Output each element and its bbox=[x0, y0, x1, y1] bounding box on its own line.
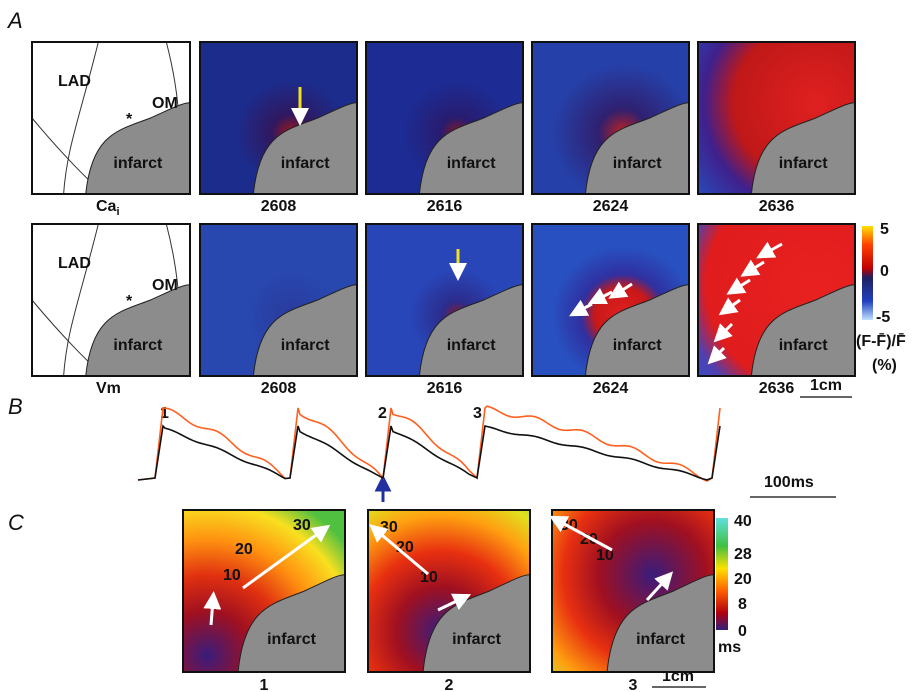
beat-label: 3 bbox=[473, 405, 482, 422]
colorbar-tick: 40 bbox=[734, 513, 752, 530]
panel-label: B bbox=[8, 394, 23, 419]
colorbar-label: (F-F̄)/F̄ bbox=[856, 331, 906, 350]
isochrone-map: infarct 10 20 30 bbox=[183, 510, 345, 672]
isochrone-label: 10 bbox=[420, 569, 438, 586]
time-label: 2636 bbox=[759, 198, 795, 215]
beat-label: 2 bbox=[378, 405, 387, 422]
scale-label: 1cm bbox=[810, 377, 842, 394]
time-label: 2616 bbox=[427, 198, 463, 215]
time-label: 2616 bbox=[427, 380, 463, 397]
map-frame: infarct bbox=[698, 42, 855, 194]
colorbar-tick: 0 bbox=[738, 623, 747, 640]
propagation-arrow bbox=[211, 600, 213, 625]
isochrone-label: 30 bbox=[293, 517, 311, 534]
beat-arrow bbox=[377, 478, 389, 502]
time-label: 2636 bbox=[759, 380, 795, 397]
colorbar-tick: 28 bbox=[734, 546, 752, 563]
map-frame: infarct bbox=[200, 42, 357, 194]
colorbar-unit: (%) bbox=[872, 357, 897, 374]
isochrone-label: 20 bbox=[235, 541, 253, 558]
colorbar-unit: ms bbox=[718, 639, 741, 656]
time-label: 2608 bbox=[261, 380, 297, 397]
colorbar-tick: 8 bbox=[738, 596, 747, 613]
map-frame: infarct bbox=[532, 224, 689, 376]
caption: 3 bbox=[629, 677, 638, 692]
trace bbox=[138, 426, 720, 480]
colorbar-tick: 5 bbox=[880, 221, 889, 238]
site-marker: * bbox=[126, 111, 133, 128]
infarct-label: infarct bbox=[779, 337, 829, 354]
panel-label: C bbox=[8, 510, 24, 535]
time-label: 2624 bbox=[593, 198, 629, 215]
infarct-label: infarct bbox=[113, 337, 163, 354]
infarct-label: infarct bbox=[281, 155, 331, 172]
infarct-label: infarct bbox=[613, 337, 663, 354]
colorbar-tick: 20 bbox=[734, 571, 752, 588]
map-frame: infarct bbox=[366, 42, 523, 194]
colorbar bbox=[716, 518, 728, 630]
isochrone-label: 30 bbox=[380, 519, 398, 536]
infarct-label: infarct bbox=[452, 631, 502, 648]
infarct-label: infarct bbox=[113, 155, 163, 172]
caption: 1 bbox=[260, 677, 269, 692]
caption: Vm bbox=[96, 380, 121, 397]
infarct-label: infarct bbox=[281, 337, 331, 354]
caption-subscript: i bbox=[116, 206, 119, 218]
colorbar-tick: -5 bbox=[876, 309, 890, 326]
infarct-label: infarct bbox=[447, 155, 497, 172]
map-frame: infarct bbox=[366, 224, 523, 376]
vessel-label: LAD bbox=[58, 255, 91, 272]
scale-label: 100ms bbox=[764, 474, 814, 491]
map-frame: infarct bbox=[532, 42, 689, 194]
figure: A B C 5 0 -5 (F-F̄)/F̄ (%) 1cm 100ms 1 2… bbox=[0, 0, 920, 692]
time-label: 2624 bbox=[593, 380, 629, 397]
vessel-label: LAD bbox=[58, 73, 91, 90]
infarct-label: infarct bbox=[613, 155, 663, 172]
vessel-label: OM bbox=[152, 277, 178, 294]
caption: Cai bbox=[96, 198, 120, 218]
colorbar-tick: 0 bbox=[880, 263, 889, 280]
site-marker: * bbox=[126, 293, 133, 310]
isochrone-label: 10 bbox=[223, 567, 241, 584]
colorbar bbox=[862, 226, 873, 320]
trace bbox=[138, 406, 720, 481]
schematic: infarct LAD OM * bbox=[32, 42, 190, 194]
map-frame: infarct bbox=[200, 224, 357, 376]
panel-label: A bbox=[6, 8, 23, 33]
schematic: infarct LAD OM * bbox=[32, 224, 190, 376]
infarct-label: infarct bbox=[636, 631, 686, 648]
time-label: 2608 bbox=[261, 198, 297, 215]
infarct-label: infarct bbox=[267, 631, 317, 648]
vessel-label: OM bbox=[152, 95, 178, 112]
infarct-label: infarct bbox=[779, 155, 829, 172]
infarct-label: infarct bbox=[447, 337, 497, 354]
caption: 2 bbox=[445, 677, 454, 692]
